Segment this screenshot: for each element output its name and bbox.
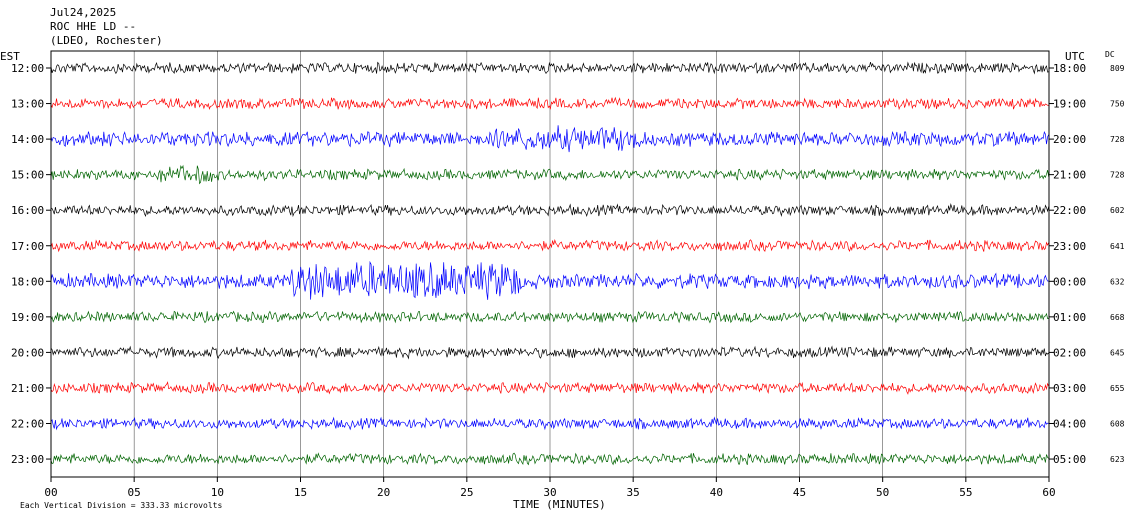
network-label: (LDEO, Rochester) (50, 34, 163, 47)
est-row-label: 19:00 (11, 311, 44, 324)
est-row-label: 18:00 (11, 275, 44, 288)
plot-frame (50, 50, 1050, 478)
est-row-label: 14:00 (11, 133, 44, 146)
x-tick-label: 15 (294, 486, 307, 499)
x-tick-label: 50 (876, 486, 889, 499)
axis-labels: 00 05 10 15 20 25 30 35 40 45 50 55 60 12:00 18:00 809 1… (11, 62, 1125, 499)
date-label: Jul24,2025 (50, 6, 117, 19)
trace-row (50, 203, 1050, 218)
trace-row (50, 164, 1050, 185)
utc-row-label: 20:00 (1053, 133, 1086, 146)
utc-row-label: 21:00 (1053, 169, 1086, 182)
x-axis-label: TIME (MINUTES) (513, 498, 606, 511)
dc-row-value: 623 (1110, 455, 1125, 464)
est-row-label: 16:00 (11, 204, 44, 217)
trace-row (50, 61, 1049, 75)
dc-row-value: 728 (1110, 135, 1125, 144)
est-row-label: 17:00 (11, 240, 44, 253)
trace-layer (50, 61, 1050, 466)
est-row-label: 15:00 (11, 169, 44, 182)
utc-row-label: 22:00 (1053, 204, 1086, 217)
x-tick-label: 45 (793, 486, 806, 499)
est-row-label: 21:00 (11, 382, 44, 395)
est-row-label: 20:00 (11, 346, 44, 359)
x-tick-label: 55 (959, 486, 972, 499)
x-tick-label: 25 (460, 486, 473, 499)
trace-row (50, 452, 1049, 466)
est-row-label: 13:00 (11, 98, 44, 111)
dc-label: DC (1105, 50, 1115, 59)
scale-note: Each Vertical Division = 333.33 microvol… (20, 501, 222, 510)
dc-row-value: 602 (1110, 206, 1125, 215)
est-row-label: 23:00 (11, 453, 44, 466)
dc-row-value: 655 (1110, 384, 1125, 393)
utc-row-label: 03:00 (1053, 382, 1086, 395)
trace-row (50, 345, 1049, 360)
utc-row-label: 02:00 (1053, 346, 1086, 359)
utc-row-label: 23:00 (1053, 240, 1086, 253)
trace-row (50, 125, 1050, 153)
trace-row (50, 96, 1049, 111)
dc-row-value: 750 (1110, 100, 1125, 109)
dc-row-value: 608 (1110, 420, 1125, 429)
x-tick-label: 05 (128, 486, 141, 499)
x-tick-label: 20 (377, 486, 390, 499)
trace-row (50, 238, 1050, 253)
x-tick-label: 10 (211, 486, 224, 499)
trace-row (50, 381, 1050, 395)
dc-row-value: 728 (1110, 171, 1125, 180)
trace-row (50, 260, 1049, 300)
dc-row-value: 668 (1110, 313, 1125, 322)
utc-row-label: 18:00 (1053, 62, 1086, 75)
utc-row-label: 00:00 (1053, 275, 1086, 288)
x-tick-label: 35 (627, 486, 640, 499)
trace-row (50, 416, 1049, 431)
est-row-label: 12:00 (11, 62, 44, 75)
utc-row-label: 19:00 (1053, 98, 1086, 111)
grid (133, 51, 967, 477)
est-row-label: 22:00 (11, 418, 44, 431)
utc-row-label: 05:00 (1053, 453, 1086, 466)
dc-row-value: 641 (1110, 242, 1125, 251)
dc-row-value: 645 (1110, 348, 1125, 357)
trace-row (50, 310, 1049, 324)
right-timezone-label: UTC (1065, 50, 1085, 63)
utc-row-label: 01:00 (1053, 311, 1086, 324)
x-tick-label: 40 (710, 486, 723, 499)
left-timezone-label: EST (0, 50, 20, 63)
x-tick-label: 00 (44, 486, 57, 499)
dc-row-value: 809 (1110, 64, 1125, 73)
x-tick-label: 60 (1042, 486, 1055, 499)
x-tick-label: 30 (543, 486, 556, 499)
station-label: ROC HHE LD -- (50, 20, 137, 33)
dc-row-value: 632 (1110, 277, 1125, 286)
utc-row-label: 04:00 (1053, 418, 1086, 431)
